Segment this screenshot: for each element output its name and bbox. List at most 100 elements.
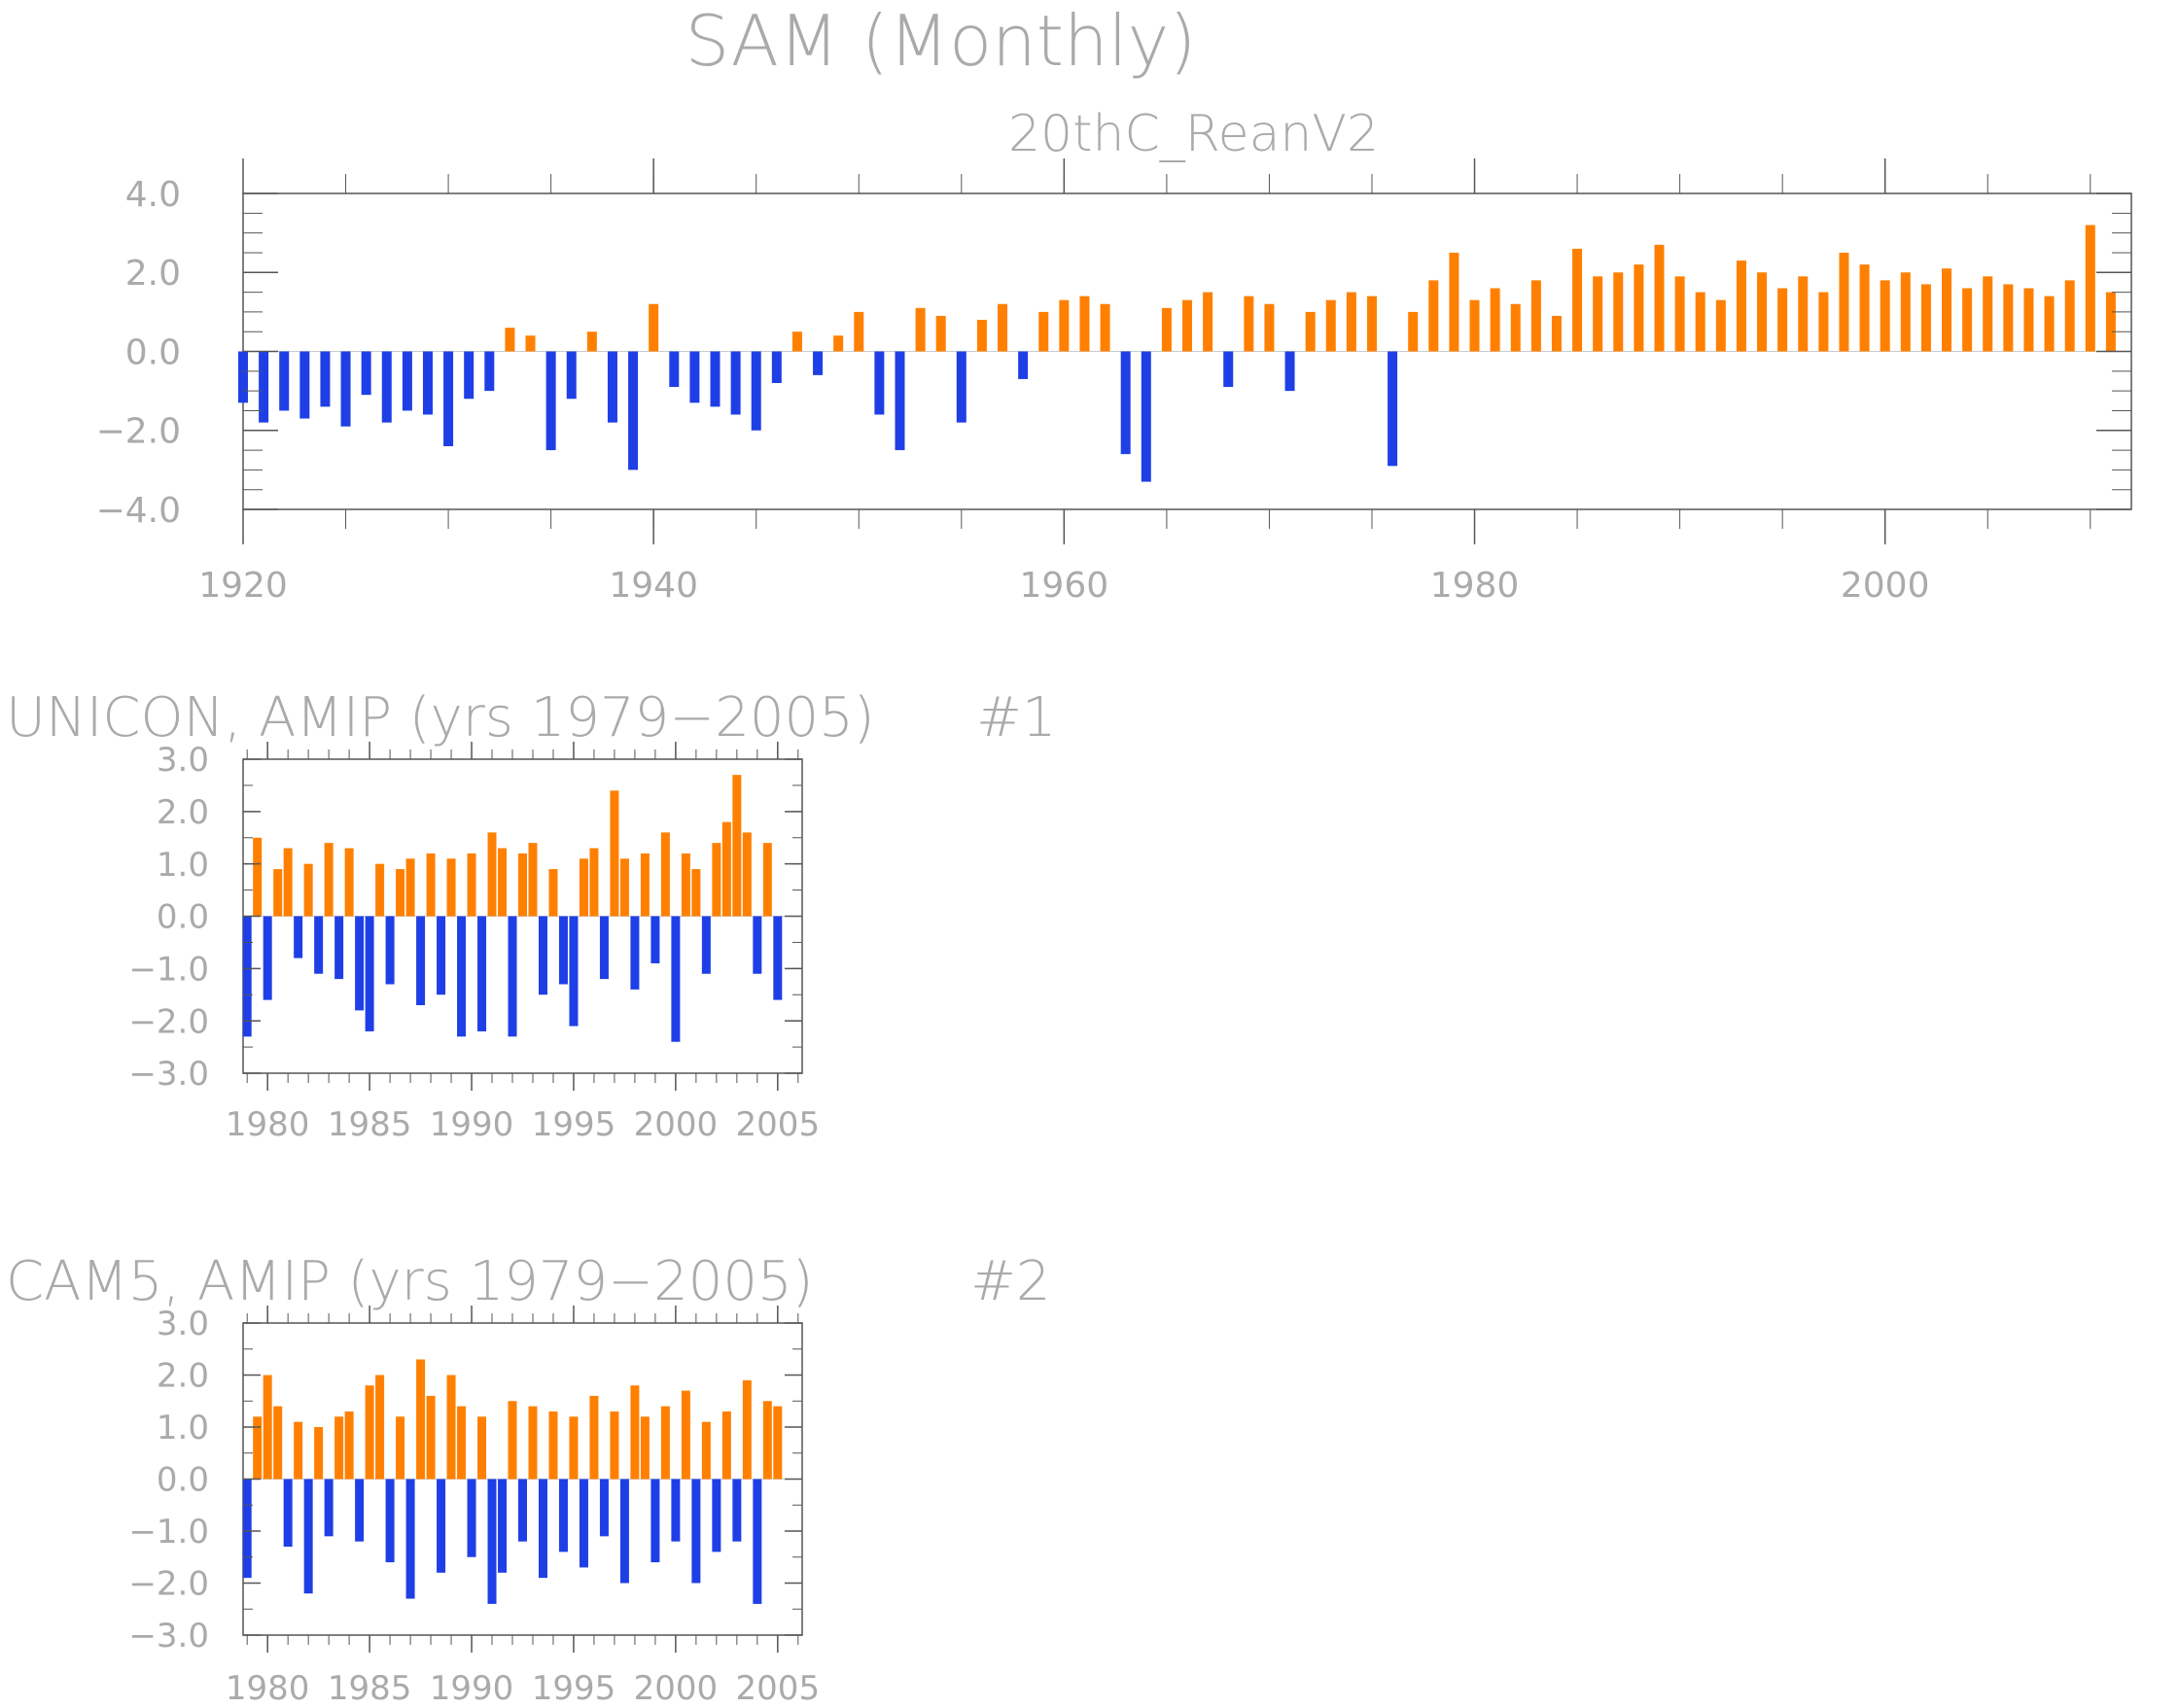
y-tick-label: 0.0 — [125, 332, 181, 372]
x-tick-label: 2005 — [736, 1669, 821, 1708]
data-bar — [589, 1395, 599, 1480]
data-bar — [732, 775, 742, 917]
y-tick-label: −1.0 — [128, 1513, 209, 1551]
data-bar — [566, 351, 577, 400]
data-bar — [640, 1416, 650, 1480]
panel-3-cam5: 3.0 2.0 1.0 0.0 −1.0 −2.0 −3.0 1980 1985 1990 1995… — [128, 1305, 820, 1708]
data-bar — [1325, 299, 1336, 352]
data-bar — [443, 351, 454, 446]
x-tick-label: 2000 — [634, 1105, 719, 1144]
data-bar — [294, 916, 303, 959]
data-bar — [1469, 299, 1480, 352]
data-bar — [1818, 292, 1829, 352]
data-bar — [762, 843, 772, 917]
data-bar — [773, 916, 783, 1000]
data-bar — [742, 1379, 752, 1480]
data-bar — [314, 1427, 324, 1480]
data-bar — [813, 351, 824, 375]
data-bar — [1141, 351, 1151, 482]
data-bar — [2085, 225, 2095, 352]
data-bar — [1880, 280, 1890, 352]
data-bar — [303, 1479, 313, 1594]
data-bar — [324, 1479, 334, 1537]
data-bar — [314, 916, 324, 974]
data-bar — [1920, 284, 1931, 352]
data-bar — [385, 916, 395, 985]
data-bar — [771, 351, 782, 383]
data-bar — [610, 1411, 619, 1480]
data-bar — [344, 1411, 354, 1480]
data-bar — [1408, 311, 1419, 352]
data-bar — [1038, 311, 1049, 352]
data-bar — [599, 1479, 609, 1537]
data-bar — [477, 1416, 487, 1480]
data-bar — [650, 916, 660, 963]
y-tick-label: −2.0 — [128, 1565, 209, 1604]
panel-2-unicon: 3.0 2.0 1.0 0.0 −1.0 −2.0 −3.0 1980 1985 1990 1995… — [128, 741, 820, 1144]
data-bar — [402, 351, 412, 411]
data-bar — [1161, 307, 1172, 352]
data-bar — [505, 328, 515, 352]
data-bar — [344, 848, 354, 917]
y-tick-label: −2.0 — [128, 1002, 209, 1041]
data-bar — [915, 307, 926, 352]
data-bar — [1284, 351, 1295, 392]
data-bar — [579, 858, 588, 917]
x-tick-label: 1940 — [609, 566, 698, 606]
data-bar — [569, 1416, 579, 1480]
data-bar — [1572, 248, 1583, 352]
data-bar — [599, 916, 609, 980]
data-bar — [1942, 268, 1952, 352]
data-bar — [396, 1416, 405, 1480]
y-tick-label: 1.0 — [157, 1409, 209, 1447]
data-bar — [607, 351, 617, 423]
data-bar — [334, 1416, 344, 1480]
y-tick-label: −1.0 — [128, 951, 209, 990]
y-tick-label: 1.0 — [157, 846, 209, 885]
data-bar — [1388, 351, 1398, 467]
data-bar — [437, 916, 446, 995]
data-bar — [253, 1416, 263, 1480]
x-tick-label: 1920 — [198, 566, 288, 606]
x-tick-label: 1995 — [532, 1105, 616, 1144]
data-bar — [538, 1479, 547, 1579]
data-bar — [355, 1479, 365, 1542]
data-bar — [365, 916, 374, 1031]
data-bar — [2105, 292, 2116, 352]
data-bar — [569, 916, 579, 1027]
data-bar — [467, 853, 476, 917]
data-bar — [457, 916, 467, 1037]
x-tick-label: 2005 — [736, 1105, 821, 1144]
data-bar — [548, 1411, 558, 1480]
data-bar — [2044, 296, 2055, 352]
data-bar — [273, 1406, 283, 1480]
data-bar — [619, 1479, 629, 1584]
data-bar — [1983, 276, 1993, 352]
y-tick-label: 2.0 — [157, 793, 209, 832]
x-tick-label: 1985 — [328, 1105, 412, 1144]
data-bar — [874, 351, 885, 415]
data-bar — [242, 1479, 252, 1579]
x-tick-label: 1990 — [430, 1669, 514, 1708]
data-bar — [1346, 292, 1356, 352]
data-bar — [477, 916, 487, 1031]
data-bar — [283, 1479, 293, 1548]
data-bar — [956, 351, 966, 423]
data-bar — [487, 832, 497, 917]
data-bar — [1059, 299, 1070, 352]
data-bar — [1120, 351, 1131, 455]
data-bar — [630, 916, 640, 990]
data-bar — [548, 869, 558, 917]
data-bar — [732, 1479, 742, 1542]
data-bar — [355, 916, 365, 1011]
data-bar — [525, 335, 536, 352]
data-bar — [1449, 252, 1459, 352]
data-bar — [1654, 244, 1665, 352]
data-bar — [528, 843, 538, 917]
x-tick-label: 1990 — [430, 1105, 514, 1144]
data-bar — [1859, 264, 1870, 352]
x-tick-label: 1980 — [1430, 566, 1520, 606]
data-bar — [1634, 264, 1644, 352]
panel-2-title: UNICON, AMIP (yrs 1979−2005) — [6, 686, 875, 749]
